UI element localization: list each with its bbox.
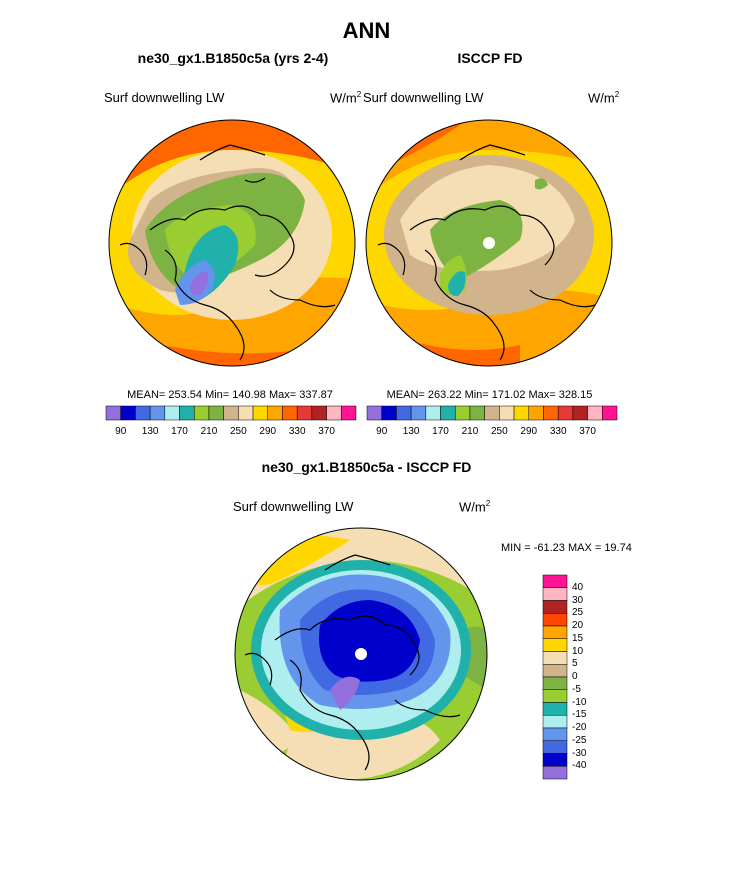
obs-units-label: W/m2 (588, 90, 620, 106)
colorbar-tick-label: -10 (572, 696, 587, 708)
colorbar-tick-label: 370 (318, 426, 335, 437)
colorbar-tick-label: 0 (572, 671, 578, 682)
colorbar-tick-label: -20 (572, 722, 587, 733)
colorbar-tick-label: 290 (520, 426, 538, 437)
colorbar-swatch (542, 676, 568, 690)
colorbar-swatch (542, 689, 568, 703)
colorbar-tick-label: 130 (141, 426, 159, 437)
model-variable-label: Surf downwelling LW (104, 90, 225, 105)
colorbar-tick-label: -25 (572, 734, 587, 746)
colorbar-tick-label: 330 (288, 426, 306, 437)
colorbar-swatch (542, 766, 568, 780)
colorbar-tick-label: 250 (230, 426, 247, 437)
colorbar-tick-label: 10 (572, 645, 584, 657)
colorbar-tick-label: -15 (572, 709, 587, 721)
colorbar-tick-label: 210 (200, 426, 218, 437)
diff-colorbar (542, 574, 568, 780)
colorbar-swatch (542, 727, 568, 741)
colorbar-swatch (542, 587, 568, 601)
obs-panel-title: ISCCP FD (457, 50, 523, 66)
diff-panel-title: ne30_gx1.B1850c5a - ISCCP FD (261, 459, 472, 475)
colorbar-tick-label: 15 (572, 632, 584, 644)
obs-colorbar-ticks: 90 130 170 210 250 290 330 370 (367, 426, 617, 440)
colorbar-swatch (542, 753, 568, 767)
colorbar-tick-label: 170 (171, 426, 188, 437)
colorbar-tick-label: 250 (491, 426, 508, 437)
colorbar-tick-label: 25 (572, 607, 584, 619)
model-units-label: W/m2 (330, 90, 362, 106)
colorbar-tick-label: 210 (461, 426, 479, 437)
model-stats: MEAN= 253.54 Min= 140.98 Max= 337.87 (127, 389, 333, 401)
diff-colorbar-ticks: 40 30 25 20 15 10 5 0 -5 -10 -15 -20 -25 -30 -40 (572, 575, 612, 779)
colorbar-swatch (542, 600, 568, 614)
obs-stats: MEAN= 263.22 Min= 171.02 Max= 328.15 (386, 389, 593, 401)
colorbar-tick-label: 330 (549, 426, 567, 437)
colorbar-tick-label: 290 (259, 426, 277, 437)
colorbar-tick-label: -40 (572, 760, 587, 772)
colorbar-tick-label: -5 (572, 683, 581, 695)
diff-stats: MIN = -61.23 MAX = 19.74 (501, 542, 632, 554)
colorbar-tick-label: 90 (376, 426, 388, 437)
diff-units-label: W/m2 (459, 499, 491, 515)
colorbar-tick-label: -30 (572, 747, 587, 759)
colorbar-swatch (542, 638, 568, 652)
colorbar-swatch (542, 651, 568, 665)
colorbar-tick-label: 30 (572, 594, 584, 606)
colorbar-tick-label: 40 (572, 581, 584, 593)
colorbar-swatch (341, 405, 357, 421)
colorbar-tick-label: 370 (579, 426, 596, 437)
colorbar-swatch (542, 574, 568, 588)
model-colorbar-ticks: 90 130 170 210 250 290 330 370 (106, 426, 356, 440)
colorbar-tick-label: 20 (572, 620, 584, 631)
colorbar-swatch (542, 613, 568, 627)
model-panel-title: ne30_gx1.B1850c5a (yrs 2-4) (137, 50, 329, 66)
colorbar-swatch (542, 702, 568, 716)
colorbar-swatch (542, 715, 568, 729)
figure-title: ANN (342, 18, 391, 43)
obs-colorbar (366, 405, 618, 421)
obs-variable-label: Surf downwelling LW (363, 90, 484, 105)
colorbar-swatch (542, 625, 568, 639)
colorbar-tick-label: 130 (402, 426, 420, 437)
colorbar-tick-label: 5 (572, 658, 578, 670)
diff-variable-label: Surf downwelling LW (233, 499, 354, 514)
colorbar-swatch (602, 405, 618, 421)
colorbar-tick-label: 170 (432, 426, 449, 437)
colorbar-swatch (542, 740, 568, 754)
colorbar-swatch (542, 664, 568, 678)
colorbar-tick-label: 90 (115, 426, 127, 437)
model-colorbar (105, 405, 357, 421)
